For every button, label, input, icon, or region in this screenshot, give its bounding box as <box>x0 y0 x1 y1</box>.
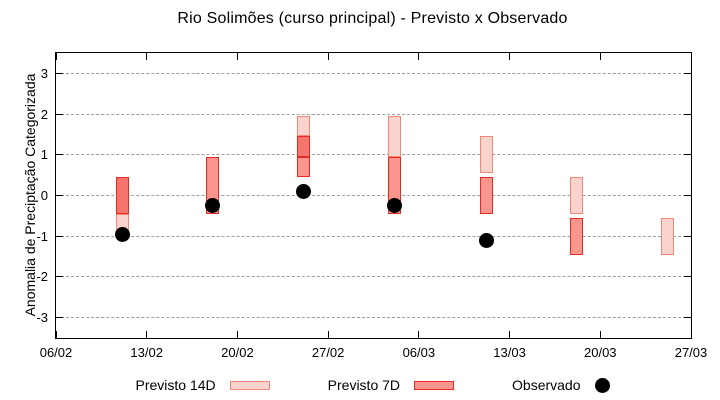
forecast-bar-segment-overlap <box>115 177 129 214</box>
legend-label-observado: Observado <box>512 377 581 393</box>
x-tick-label: 20/03 <box>584 345 617 360</box>
gridline <box>56 113 691 115</box>
forecast-bar-segment-d7 <box>297 156 311 178</box>
x-tick-mark <box>327 331 329 338</box>
gridline <box>56 317 691 319</box>
y-tick-mark <box>56 72 63 74</box>
x-tick-mark <box>55 53 57 60</box>
x-tick-mark <box>146 331 148 338</box>
x-tick-label: 06/03 <box>402 345 436 360</box>
legend-item-previsto-7d: Previsto 7D <box>327 377 455 393</box>
y-tick-mark <box>56 113 63 115</box>
y-tick-label: 0 <box>40 188 48 203</box>
y-tick-mark <box>684 317 691 319</box>
forecast-bar-segment-d7 <box>479 177 493 214</box>
chart-title: Rio Solimões (curso principal) - Previst… <box>177 10 568 27</box>
forecast-bar-segment-d14 <box>387 116 401 157</box>
y-tick-mark <box>684 72 691 74</box>
x-tick-mark <box>690 53 692 60</box>
gridline <box>56 154 691 156</box>
y-tick-label: 1 <box>40 147 48 163</box>
x-tick-mark <box>418 53 420 60</box>
x-tick-mark <box>236 331 238 338</box>
y-tick-label: -2 <box>36 269 48 285</box>
x-tick-mark <box>599 331 601 338</box>
y-tick-label: -1 <box>36 228 48 244</box>
observed-dot <box>296 183 312 199</box>
x-tick-mark <box>509 331 511 338</box>
y-tick-label: 3 <box>40 65 48 81</box>
x-tick-mark <box>690 331 692 338</box>
x-tick-label: 06/02 <box>39 345 73 360</box>
gridline <box>56 235 691 237</box>
y-tick-mark <box>684 154 691 156</box>
y-tick-mark <box>684 113 691 115</box>
x-tick-mark <box>327 53 329 60</box>
forecast-bar-segment-d14 <box>570 177 584 214</box>
observed-dot <box>386 198 402 214</box>
y-tick-mark <box>684 195 691 196</box>
x-tick-mark <box>236 53 238 60</box>
x-tick-mark <box>146 53 148 60</box>
y-tick-mark <box>56 154 63 156</box>
y-tick-mark <box>56 195 63 196</box>
x-tick-label: 27/03 <box>674 345 708 360</box>
x-tick-mark <box>599 53 601 60</box>
legend-label-previsto-14d: Previsto 14D <box>135 377 216 393</box>
x-tick-mark <box>418 331 420 338</box>
legend-item-previsto-14d: Previsto 14D <box>136 377 270 393</box>
observed-dot-swatch-icon <box>594 377 610 393</box>
x-tick-label: 13/02 <box>130 345 163 360</box>
x-tick-label: 20/02 <box>221 345 254 360</box>
y-tick-mark <box>684 235 691 237</box>
y-tick-mark <box>56 235 63 237</box>
forecast-7d-swatch-icon <box>414 380 455 390</box>
y-tick-label: -3 <box>36 310 48 326</box>
y-tick-mark <box>56 276 63 278</box>
gridline <box>56 72 691 74</box>
observed-dot <box>478 232 494 248</box>
x-tick-label: 13/03 <box>493 345 526 360</box>
x-tick-mark <box>509 53 511 60</box>
legend-label-previsto-7d: Previsto 7D <box>327 377 401 393</box>
forecast-bar-segment-d14 <box>297 116 311 137</box>
x-tick-mark <box>55 331 57 338</box>
x-tick-label: 27/02 <box>311 345 345 360</box>
gridline <box>56 276 691 278</box>
forecast-bar-segment-overlap <box>297 136 311 157</box>
forecast-bar-segment-d14 <box>479 136 493 174</box>
gridline <box>56 195 691 196</box>
forecast-bar-segment-d14 <box>661 217 675 255</box>
legend-item-observado: Observado <box>512 377 610 393</box>
y-tick-mark <box>684 276 691 278</box>
plot-area: 3 2 1 0 -1 -2 -3 06/02 13/02 20/02 27/02 06/03 13/03… <box>36 52 707 359</box>
legend: Previsto 14D Previsto 7D Observado <box>55 374 690 396</box>
observed-dot <box>114 226 130 242</box>
forecast-14d-swatch-icon <box>229 380 270 390</box>
forecast-bar-segment-d7 <box>570 217 584 255</box>
y-tick-mark <box>56 317 63 319</box>
y-tick-label: 2 <box>40 106 48 122</box>
observed-dot <box>205 198 221 214</box>
